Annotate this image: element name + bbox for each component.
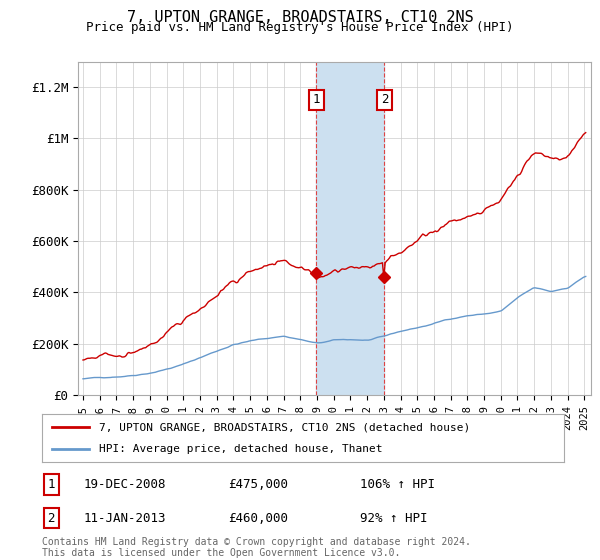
Text: 2: 2 — [381, 94, 388, 106]
Text: £460,000: £460,000 — [228, 511, 288, 525]
Text: 1: 1 — [313, 94, 320, 106]
Text: 1: 1 — [47, 478, 55, 491]
Text: 92% ↑ HPI: 92% ↑ HPI — [360, 511, 427, 525]
Bar — [316, 62, 385, 395]
Text: 19-DEC-2008: 19-DEC-2008 — [84, 478, 167, 491]
Text: 7, UPTON GRANGE, BROADSTAIRS, CT10 2NS (detached house): 7, UPTON GRANGE, BROADSTAIRS, CT10 2NS (… — [100, 422, 470, 432]
Text: 2: 2 — [47, 511, 55, 525]
Text: HPI: Average price, detached house, Thanet: HPI: Average price, detached house, Than… — [100, 444, 383, 454]
Text: 106% ↑ HPI: 106% ↑ HPI — [360, 478, 435, 491]
Text: Contains HM Land Registry data © Crown copyright and database right 2024.
This d: Contains HM Land Registry data © Crown c… — [42, 536, 471, 558]
Text: Price paid vs. HM Land Registry's House Price Index (HPI): Price paid vs. HM Land Registry's House … — [86, 21, 514, 34]
Text: £475,000: £475,000 — [228, 478, 288, 491]
Text: 11-JAN-2013: 11-JAN-2013 — [84, 511, 167, 525]
Text: 7, UPTON GRANGE, BROADSTAIRS, CT10 2NS: 7, UPTON GRANGE, BROADSTAIRS, CT10 2NS — [127, 10, 473, 25]
